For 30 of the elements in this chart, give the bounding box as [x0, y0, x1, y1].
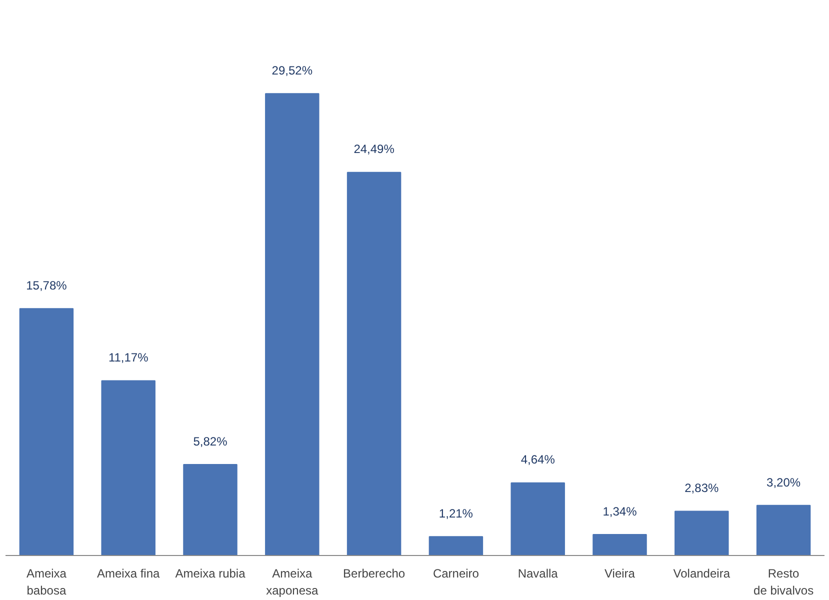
- x-tick-label: Navalla: [518, 566, 558, 580]
- bar: [674, 510, 729, 556]
- bar: [346, 172, 402, 556]
- bar: [592, 534, 647, 556]
- bar: [19, 308, 74, 556]
- x-tick-label: Vieira: [604, 566, 636, 580]
- data-label: 29,52%: [272, 63, 313, 78]
- x-tick-label: Ameixa fina: [97, 566, 160, 580]
- bar: [510, 482, 565, 556]
- x-tick-label: Ameixa xaponesa: [266, 566, 318, 598]
- x-tick-label: Volandeira: [673, 566, 730, 580]
- x-tick-label: Resto de bivalvos: [754, 566, 814, 598]
- data-label: 4,64%: [520, 452, 556, 467]
- x-tick-label: Berberecho: [343, 566, 406, 580]
- bar: [183, 464, 238, 556]
- data-label: 15,78%: [26, 278, 68, 292]
- data-label: 11,17%: [108, 350, 149, 365]
- data-label: 5,82%: [193, 434, 228, 448]
- x-tick-label: Ameixa rubia: [175, 566, 246, 580]
- bar: [428, 536, 484, 556]
- bar: [756, 504, 811, 556]
- data-label: 2,83%: [684, 481, 719, 496]
- bar: [265, 93, 320, 556]
- bar: [101, 380, 156, 556]
- data-label: 1,21%: [438, 506, 474, 520]
- x-tick-label: Ameixa babosa: [26, 566, 67, 598]
- data-label: 3,20%: [766, 475, 801, 490]
- x-tick-label: Carneiro: [432, 566, 480, 580]
- data-label: 1,34%: [602, 504, 638, 518]
- data-label: 24,49%: [354, 142, 395, 156]
